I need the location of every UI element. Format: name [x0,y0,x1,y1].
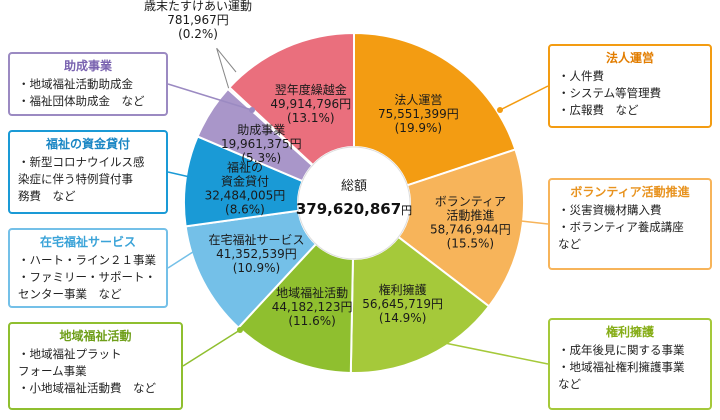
callout-connector [167,83,253,111]
slice-name: 福祉の [227,160,263,175]
slice-amount: 56,645,719円 [362,297,443,311]
callout-list: 成年後見に関する事業地域福祉権利擁護事業 など [550,342,710,397]
callout-item: システム等管理費 [558,85,704,102]
callout-item: ボランティア養成講座 など [558,219,704,253]
callout-item: 人件費 [558,68,704,85]
slices-layer [183,31,525,374]
slice-labels-layer: 法人運営 75,551,399円(19.9%) ボランティア活動推進 58,746,9… [144,0,511,328]
slice-amount: 41,352,539円 [216,247,297,261]
connector-dot [427,337,433,343]
callout-title: 地域福祉活動 [59,329,132,343]
slice-name: 翌年度繰越金 [275,82,347,97]
callout-right-1: ボランティア活動推進災害資機材購入費ボランティア養成講座 など [548,178,712,270]
slice-name: 地域福祉活動 [276,285,348,300]
callout-connector [429,339,549,365]
callout-title: ボランティア活動推進 [570,185,690,199]
slice-amount: 44,182,123円 [272,300,353,314]
callout-list: 人件費システム等管理費広報費 など [550,68,710,123]
callout-item: 新型コロナウイルス感 染症に伴う特例貸付事 務費 など [18,154,160,205]
slice-label: 権利擁護 56,645,719円(14.9%) [362,282,443,325]
slice-name: 助成事業 [237,123,285,137]
callout-title: 在宅福祉サービス [39,235,136,249]
slice-name: 在宅福祉サービス [208,232,304,247]
slice-label: ボランティア活動推進 58,746,944円(15.5%) [430,195,511,251]
callout-connector [182,329,241,367]
callout-left-0: 助成事業地域福祉活動助成金福祉団体助成金 など [8,52,168,116]
slice-amount: 58,746,944円 [430,223,511,237]
callout-connector [499,85,549,111]
callout-connector [167,249,197,269]
leader-line [216,47,237,89]
callout-list: 災害資機材購入費ボランティア養成講座 など [550,202,710,257]
callout-item: ファミリー・サポート・ センター事業 など [18,269,160,303]
connector-dot [497,107,503,113]
slice-amount: 32,484,005円 [205,189,286,203]
slice-percent: (8.6%) [225,203,265,217]
slice-percent: (19.9%) [395,121,442,135]
callout-list: 新型コロナウイルス感 染症に伴う特例貸付事 務費 など [10,154,166,209]
slice-label: 地域福祉活動 44,182,123円(11.6%) [272,285,353,328]
slice-percent: (15.5%) [447,237,494,251]
callout-title: 助成事業 [63,59,112,73]
callout-item: 地域福祉権利擁護事業 など [558,359,704,393]
total-value: 379,620,867円 [296,200,412,218]
slice-amount: 49,914,796円 [270,97,351,111]
callout-left-2: 在宅福祉サービスハート・ライン２１事業ファミリー・サポート・ センター事業 など [8,228,168,308]
slice-name: ボランティア [435,195,506,209]
callout-right-0: 法人運営人件費システム等管理費広報費 など [548,44,712,128]
slice-label: 助成事業 19,961,375円(5.3%) [221,123,302,165]
total-amount: 379,620,867 [296,200,401,218]
slice-name: 資金貸付 [221,174,269,189]
total-label: 総額 [341,179,367,194]
callout-connector [167,171,204,181]
total-unit: 円 [401,204,412,217]
callout-item: ハート・ライン２１事業 [18,252,160,269]
callout-right-2: 権利擁護成年後見に関する事業地域福祉権利擁護事業 など [548,318,712,410]
callout-item: 広報費 など [558,102,704,119]
leader-lines [167,47,549,367]
callout-list: 地域福祉プラット フォーム事業小地域福祉活動費 など [10,346,181,401]
slice-label: 歳末たすけあい運動 781,967円(0.2%) [144,0,252,41]
callout-left-1: 福祉の資金貸付新型コロナウイルス感 染症に伴う特例貸付事 務費 など [8,130,168,214]
callout-item: 地域福祉プラット フォーム事業 [18,346,175,380]
slice-percent: (14.9%) [379,311,426,325]
slice-percent: (5.3%) [241,151,281,165]
callout-title: 権利擁護 [605,325,654,339]
callout-left-3: 地域福祉活動地域福祉プラット フォーム事業小地域福祉活動費 など [8,322,183,410]
connector-dot [237,327,243,333]
callout-title: 福祉の資金貸付 [45,137,130,151]
slice-percent: (10.9%) [233,261,280,275]
callout-title: 法人運営 [605,51,654,65]
slice-percent: (0.2%) [178,27,218,41]
callout-item: 地域福祉活動助成金 [18,76,160,93]
callout-list: ハート・ライン２１事業ファミリー・サポート・ センター事業 など [10,252,166,307]
connector-dot [249,107,255,113]
slice-percent: (11.6%) [288,314,335,328]
callout-item: 福祉団体助成金 など [18,93,160,110]
connector-dot [509,217,515,223]
slice-percent: (13.1%) [287,111,334,125]
callout-item: 災害資機材購入費 [558,202,704,219]
slice-name: 権利擁護 [379,282,427,297]
slice-amount: 75,551,399円 [378,107,459,121]
callout-item: 小地域福祉活動費 など [18,380,175,397]
connector-dot [193,247,199,253]
slice-amount: 19,961,375円 [221,137,302,151]
slice-name: 法人運営 [394,93,442,107]
callout-connector [511,219,549,225]
slice-label: 法人運営 75,551,399円(19.9%) [378,93,459,135]
callout-list: 地域福祉活動助成金福祉団体助成金 など [10,76,166,114]
connector-dot [200,177,206,183]
slice-label: 在宅福祉サービス 41,352,539円(10.9%) [208,232,304,275]
slice-label: 翌年度繰越金 49,914,796円(13.1%) [270,82,351,125]
callout-item: 成年後見に関する事業 [558,342,704,359]
slice-label: 福祉の資金貸付 32,484,005円(8.6%) [205,160,286,217]
slice-amount: 781,967円 [167,13,229,27]
slice-name: 歳末たすけあい運動 [144,0,252,13]
center-hole [297,146,411,260]
slice-name: 活動推進 [446,209,494,223]
